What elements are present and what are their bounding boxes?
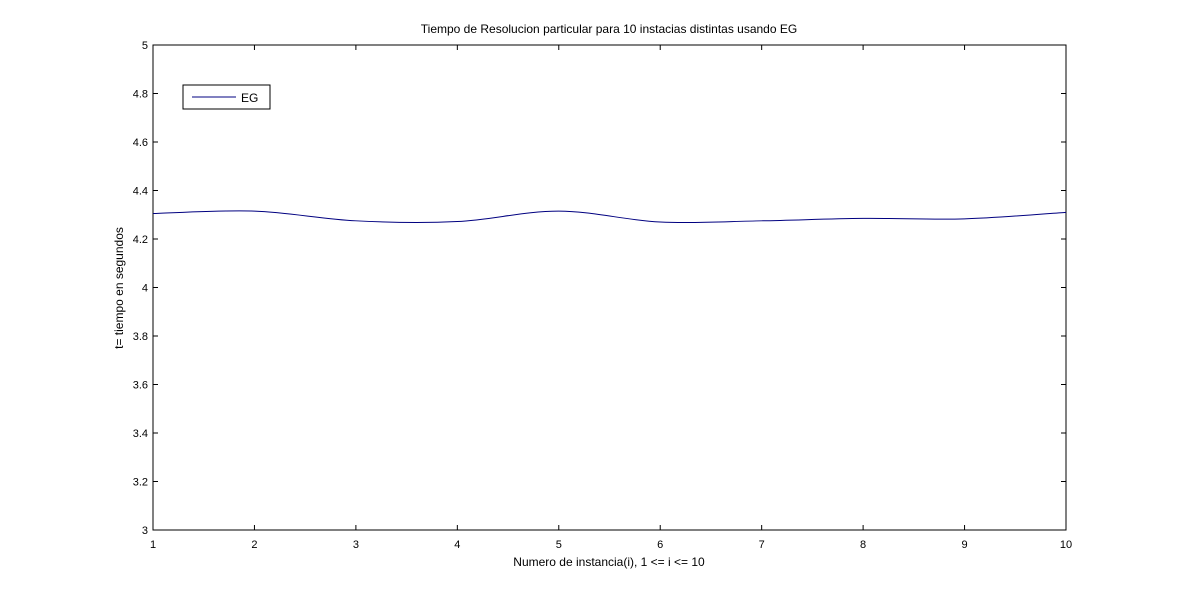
plot-area bbox=[152, 44, 1067, 531]
legend-label-eg: EG bbox=[241, 91, 258, 105]
axis-ticks bbox=[152, 44, 1067, 531]
x-tick-label: 6 bbox=[657, 539, 663, 551]
y-tick-label: 3.4 bbox=[133, 428, 148, 440]
y-tick-label: 4.8 bbox=[133, 89, 148, 101]
x-tick-label: 4 bbox=[454, 539, 460, 551]
y-tick-label: 4.4 bbox=[133, 186, 148, 198]
x-tick-labels: 1 2 3 4 5 6 7 8 9 10 bbox=[150, 539, 1072, 551]
series-line-eg bbox=[152, 210, 1067, 224]
y-tick-label: 3.6 bbox=[133, 380, 148, 392]
legend: EG bbox=[182, 84, 271, 110]
y-tick-label: 4 bbox=[142, 283, 148, 295]
x-tick-label: 1 bbox=[150, 539, 156, 551]
x-tick-label: 5 bbox=[556, 539, 562, 551]
y-tick-labels: 3 3.2 3.4 3.6 3.8 4 4.2 4.4 4.6 4.8 5 bbox=[133, 40, 148, 537]
y-axis-label: t= tiempo en segundos bbox=[112, 227, 126, 349]
y-tick-label: 5 bbox=[142, 40, 148, 52]
x-tick-label: 7 bbox=[759, 539, 765, 551]
x-tick-label: 9 bbox=[961, 539, 967, 551]
chart-title: Tiempo de Resolucion particular para 10 … bbox=[421, 22, 797, 36]
series-group bbox=[152, 210, 1067, 224]
y-tick-label: 3 bbox=[142, 525, 148, 537]
x-tick-label: 8 bbox=[860, 539, 866, 551]
y-tick-label: 3.2 bbox=[133, 477, 148, 489]
x-tick-label: 3 bbox=[353, 539, 359, 551]
y-tick-label: 4.2 bbox=[133, 234, 148, 246]
x-tick-label: 10 bbox=[1060, 539, 1072, 551]
x-tick-label: 2 bbox=[251, 539, 257, 551]
y-tick-label: 3.8 bbox=[133, 331, 148, 343]
y-tick-label: 4.6 bbox=[133, 137, 148, 149]
x-axis-label: Numero de instancia(i), 1 <= i <= 10 bbox=[513, 555, 705, 569]
